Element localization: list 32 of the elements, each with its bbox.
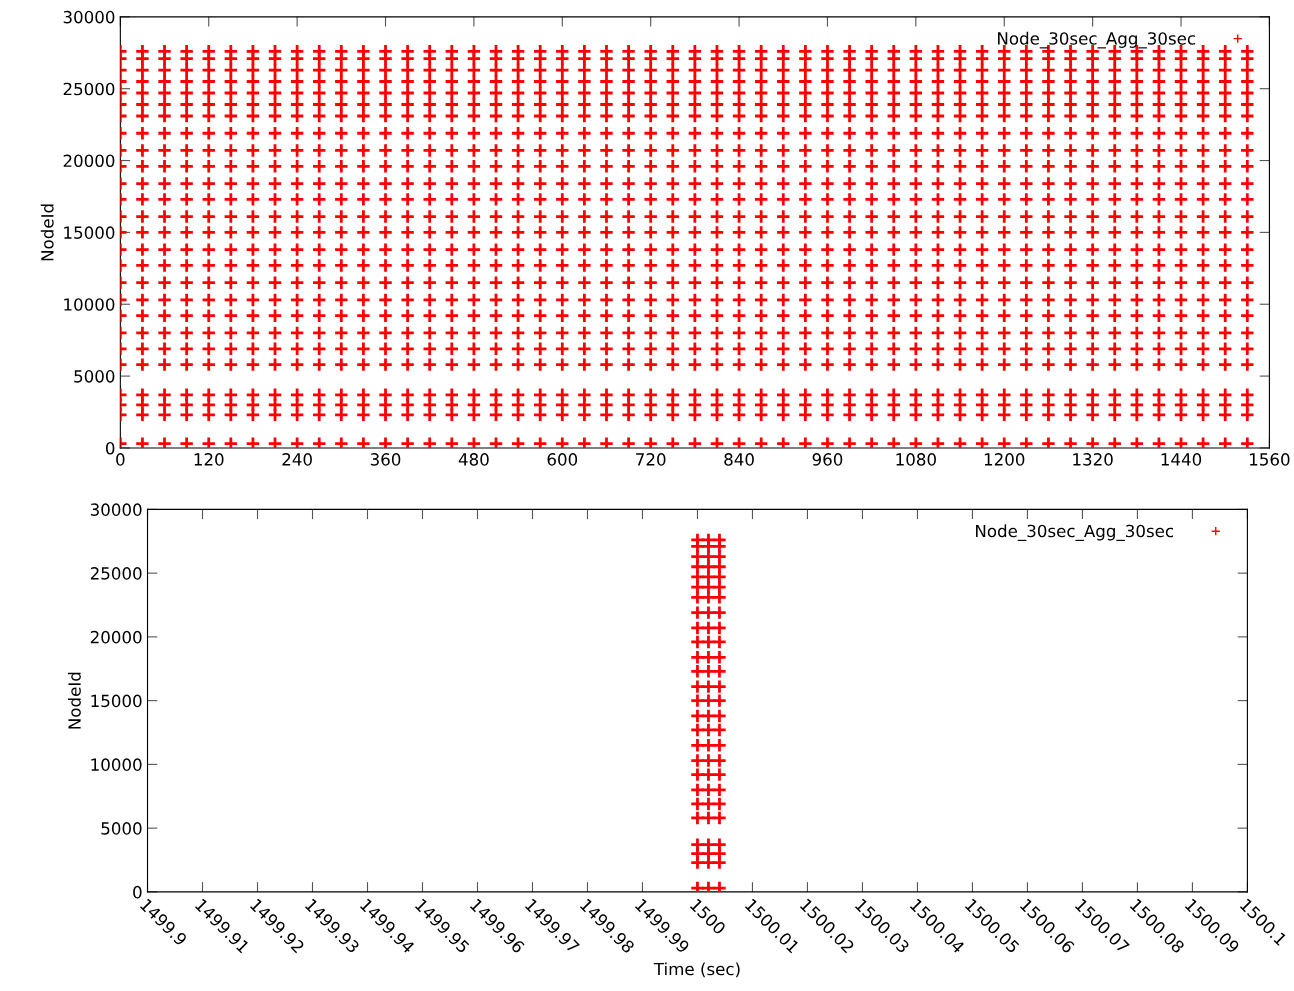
y-tick-label: 15000 <box>64 226 115 239</box>
x-tick-label: 240 <box>282 453 312 466</box>
legend-label: Node_30sec_Agg_30sec <box>976 524 1174 541</box>
x-tick-label: 1320 <box>1073 453 1113 466</box>
y-tick-label: 20000 <box>90 630 142 644</box>
legend-label: Node_30sec_Agg_30sec <box>998 31 1196 49</box>
x-tick-label: 1440 <box>1161 453 1202 466</box>
x-tick-label: 120 <box>194 453 224 466</box>
x-tick-label: 360 <box>370 453 401 466</box>
x-tick-label: 1560 <box>1250 453 1290 466</box>
x-tick-label: 600 <box>547 453 578 466</box>
y-tick-label: 5000 <box>101 822 142 835</box>
y-tick-label: 5000 <box>74 370 115 383</box>
x-tick-label: 1080 <box>896 453 936 466</box>
y-tick-label: 10000 <box>91 758 142 771</box>
x-axis-title: Time (sec) <box>653 962 740 978</box>
y-tick-label: 0 <box>133 885 142 899</box>
x-tick-label: 720 <box>636 453 666 466</box>
y-tick-label: 30000 <box>90 503 142 516</box>
x-tick-label: 840 <box>724 453 754 466</box>
y-tick-label: 0 <box>105 441 115 455</box>
y-tick-label: 25000 <box>63 82 115 96</box>
y-tick-label: 15000 <box>91 694 142 708</box>
y-axis-title: NodeId <box>67 672 81 729</box>
y-tick-label: 20000 <box>63 154 115 168</box>
x-tick-label: 480 <box>458 453 489 466</box>
x-tick-label: 960 <box>812 453 843 466</box>
y-tick-label: 10000 <box>64 298 115 311</box>
y-tick-label: 25000 <box>90 567 142 580</box>
y-axis-title: NodeId <box>40 204 54 261</box>
y-tick-label: 30000 <box>63 10 115 24</box>
x-tick-label: 1200 <box>984 453 1025 466</box>
